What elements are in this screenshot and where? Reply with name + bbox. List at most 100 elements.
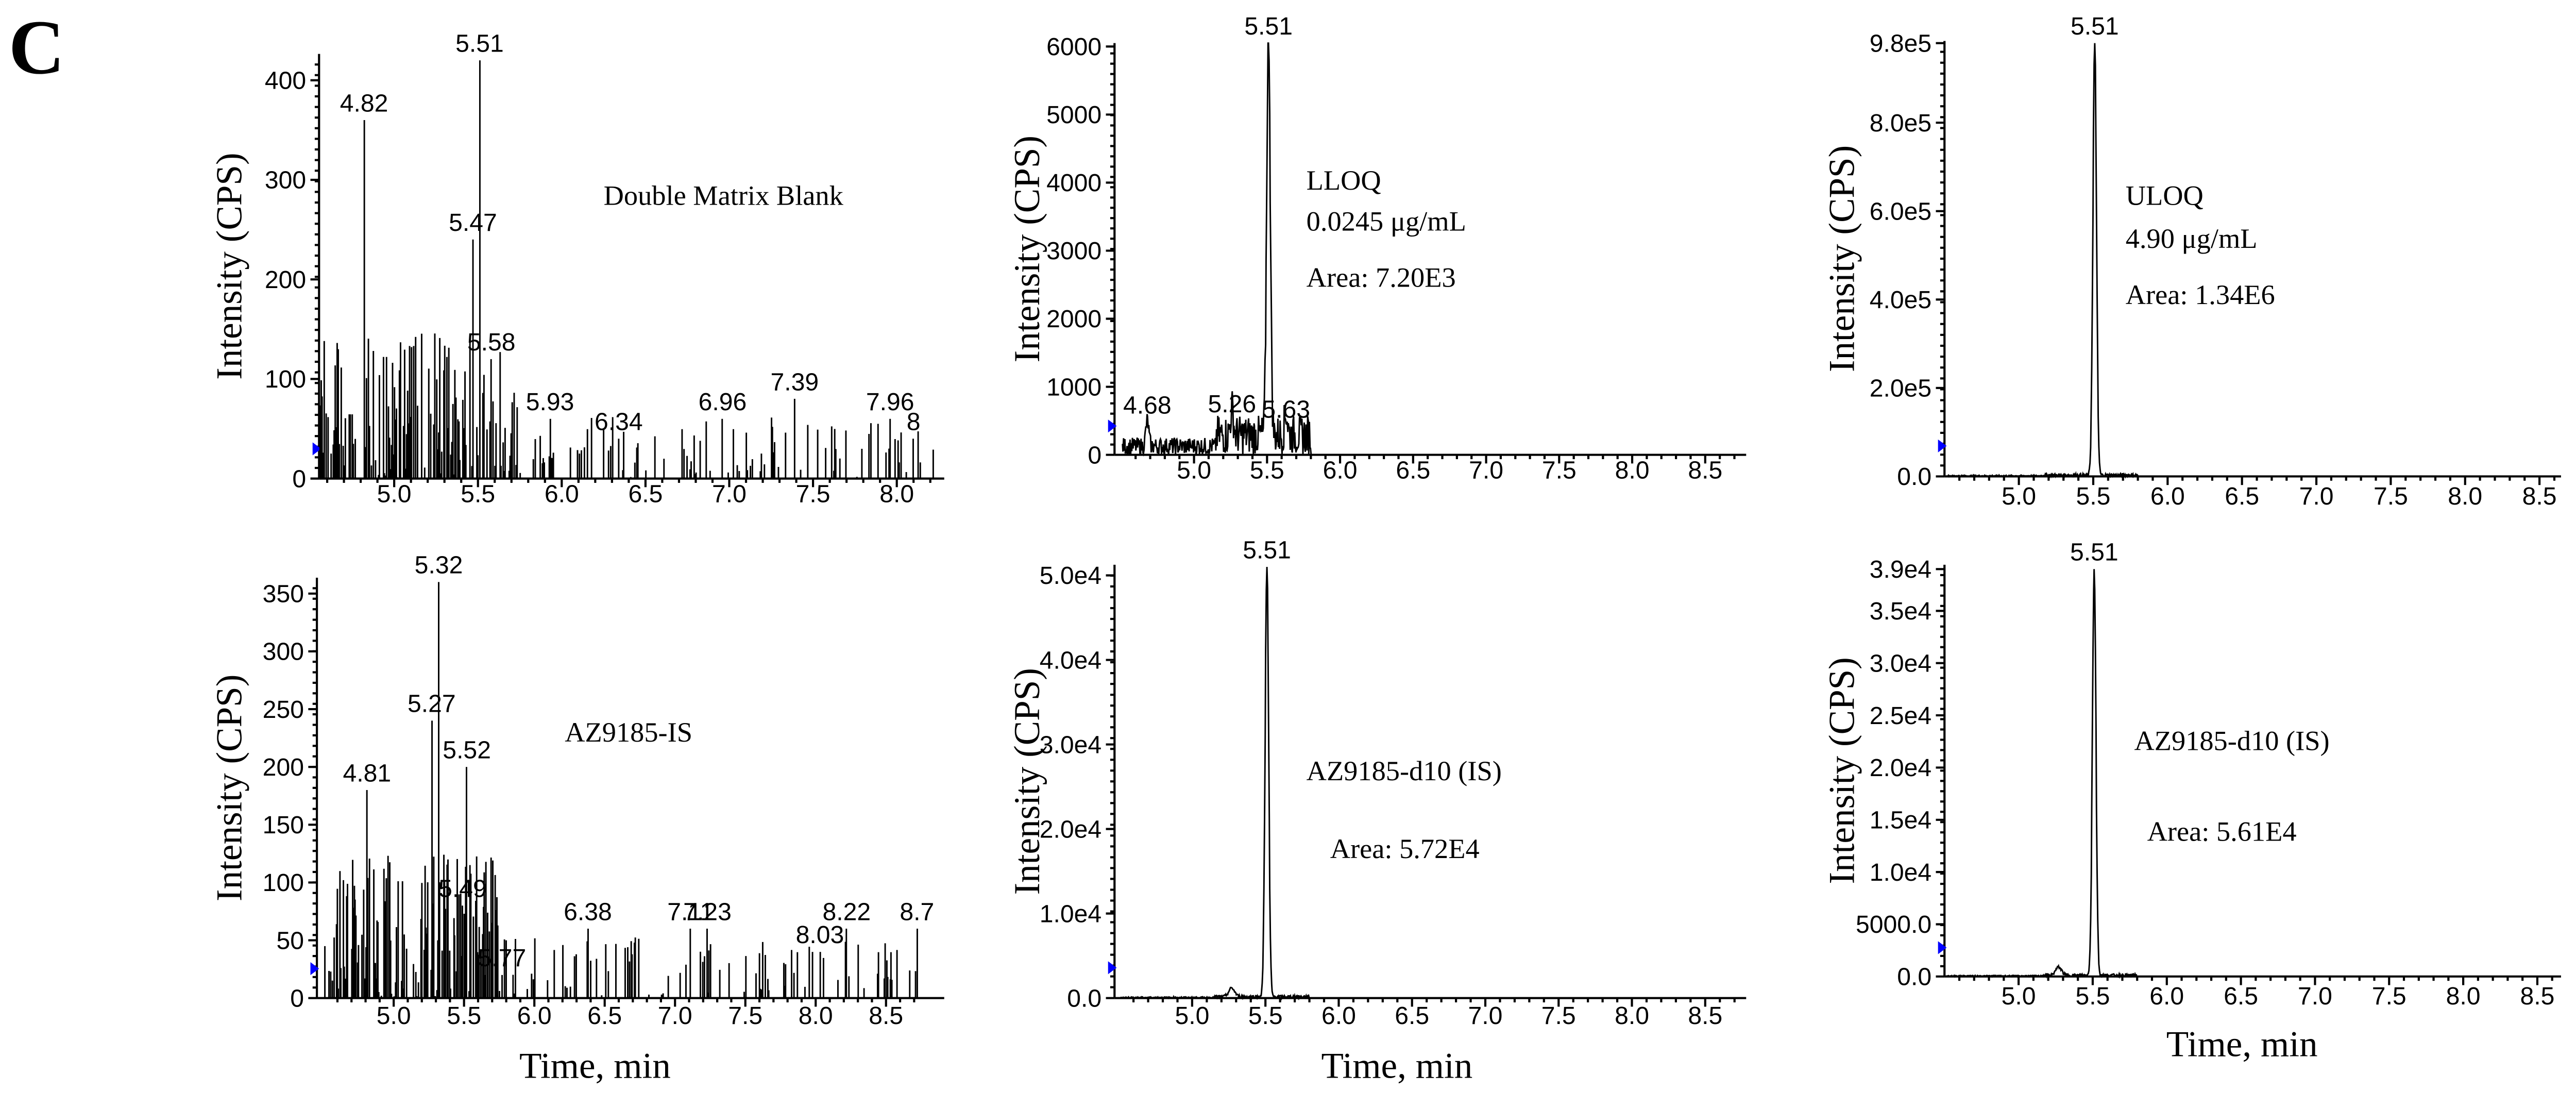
sample-annotation: Area: 7.20E3 [1307,262,1456,293]
x-tick-label: 8.0 [2448,482,2482,510]
x-tick-label: 6.0 [517,1002,552,1030]
y-axis-title: Intensity (CPS) [210,675,250,901]
sample-annotation: 0.0245 μg/mL [1307,206,1466,237]
chromatogram-trace [1945,43,2561,480]
threshold-marker-icon [1108,961,1117,975]
x-tick-label: 6.0 [545,480,579,508]
peak-label: 5.32 [415,551,463,579]
y-tick-label: 0.0 [1897,963,1931,991]
peak-label: 5.27 [408,690,456,718]
peak-label: 5.52 [443,736,491,764]
y-axis-title: Intensity (CPS) [210,153,250,379]
y-tick-label: 3000 [1046,237,1101,265]
threshold-marker-icon [1108,419,1117,433]
peak-label: 8.7 [900,898,934,926]
y-tick-label: 1000 [1046,373,1101,401]
y-tick-label: 0.0 [1067,984,1101,1012]
x-tick-label: 6.5 [1396,457,1430,484]
y-tick-label: 0.0 [1897,463,1931,491]
y-tick-label: 0 [290,984,304,1012]
peak-label: 5.63 [1262,395,1310,423]
x-tick-label: 8.0 [799,1002,833,1030]
x-tick-label: 8.5 [869,1002,903,1030]
x-tick-label: 8.5 [1688,1002,1722,1030]
y-tick-label: 4.0e5 [1870,286,1931,314]
sample-annotation: 4.90 μg/mL [2126,223,2258,254]
peak-label: 5.26 [1208,390,1256,418]
peak-label: 5.47 [449,209,497,237]
y-tick-label: 300 [265,166,306,194]
peak-label: 5.51 [2071,12,2119,40]
y-tick-label: 4000 [1046,169,1101,197]
y-tick-label: 350 [263,580,304,608]
chromatogram-panel-p5: 5.0 5.5 6.0 6.5 7.0 7.5 8.0 8.5 0 50 100 150 200 250 3… [210,551,944,1086]
x-tick-label: 8.5 [1688,457,1722,484]
sample-annotation: Area: 1.34E6 [2126,279,2275,310]
x-axis-title: Time, min [2166,1025,2318,1065]
sample-annotation: ULOQ [2126,180,2204,211]
y-tick-label: 4.0e4 [1040,646,1101,674]
peak-label: 6.96 [699,388,747,416]
sample-annotation: Area: 5.61E4 [2147,816,2297,847]
y-tick-label: 100 [265,365,306,393]
peak-label: 8.22 [822,898,871,926]
chromatogram-trace [1946,569,2561,979]
x-tick-label: 5.5 [2075,982,2110,1010]
x-axis-title: Time, min [519,1046,671,1086]
x-tick-label: 7.5 [1542,457,1577,484]
chromatogram-panel-p6: 5.0 5.5 6.0 6.5 7.0 7.5 8.0 8.5 0.0 1.0e4 2.0e4 3.0… [1007,536,1747,1086]
y-tick-label: 6.0e5 [1870,197,1931,225]
y-tick-label: 50 [276,927,304,954]
peak-label: 7.96 [866,388,914,416]
x-tick-label: 6.5 [2225,482,2259,510]
chromatogram-panel-p7: 5.0 5.5 6.0 6.5 7.0 7.5 8.0 8.5 0.0 5000.0 1.0e4 1.… [1822,539,2561,1065]
x-tick-label: 7.0 [712,480,747,508]
x-tick-label: 6.0 [1323,457,1358,484]
x-tick-label: 6.0 [2149,982,2184,1010]
y-tick-label: 200 [265,266,306,294]
y-tick-label: 300 [263,638,304,666]
y-tick-label: 150 [263,811,304,839]
y-tick-label: 100 [263,869,304,897]
y-tick-label: 200 [263,753,304,781]
y-tick-label: 0 [292,465,306,493]
y-tick-label: 1.0e4 [1870,859,1931,886]
threshold-marker-icon [310,962,319,976]
y-tick-label: 5000 [1046,101,1101,129]
x-tick-label: 5.5 [1250,457,1284,484]
x-tick-label: 8.5 [2522,482,2557,510]
y-tick-label: 2.0e4 [1040,815,1101,843]
peak-label: 5.77 [478,944,527,972]
y-tick-label: 3.9e4 [1870,556,1931,583]
peak-label: 4.82 [340,89,388,117]
peak-label: 5.51 [455,29,504,57]
x-tick-label: 8.0 [1615,1002,1649,1030]
threshold-marker-icon [1938,941,1947,954]
y-tick-label: 1.5e4 [1870,807,1931,834]
y-tick-label: 2.5e4 [1870,702,1931,730]
y-tick-label: 2.0e5 [1870,375,1931,402]
y-axis-title: Intensity (CPS) [1822,657,1862,884]
x-tick-label: 5.0 [377,1002,411,1030]
threshold-marker-icon [312,442,321,456]
y-tick-label: 400 [265,67,306,95]
x-tick-label: 8.0 [879,480,914,508]
peak-label: 6.38 [564,898,612,926]
peak-label: 5.93 [526,388,574,416]
peak-label: 7.39 [770,368,819,396]
x-tick-label: 7.5 [728,1002,762,1030]
x-tick-label: 5.5 [2076,482,2111,510]
peak-label: 7.11 [667,898,714,926]
peak-label: 8.03 [796,921,844,949]
x-tick-label: 5.0 [2002,482,2036,510]
y-tick-label: 5000.0 [1856,911,1931,938]
x-tick-label: 5.0 [1177,457,1211,484]
x-tick-label: 6.5 [2224,982,2258,1010]
x-tick-label: 7.5 [796,480,831,508]
chromatogram-panel-p2: 5.0 5.5 6.0 6.5 7.0 7.5 8.0 8.5 0 1000 2000 3000 400… [1007,12,1747,484]
y-tick-label: 6000 [1046,33,1101,61]
x-tick-label: 8.0 [2446,982,2481,1010]
peak-label: 5.51 [2070,539,2119,566]
peak-label: 5.49 [438,875,487,903]
chromatogram-trace [1122,42,1734,457]
